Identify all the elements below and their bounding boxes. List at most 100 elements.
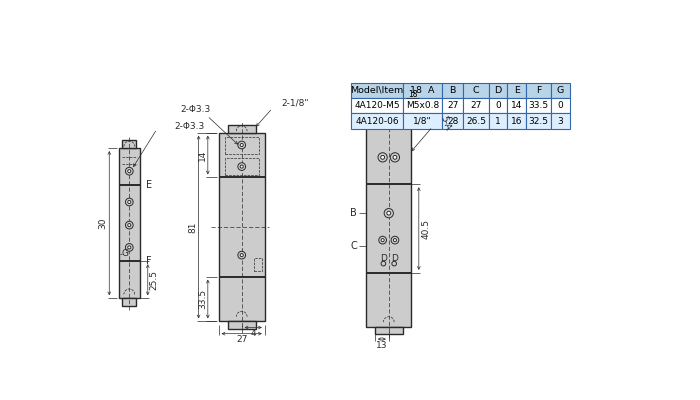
Bar	[375, 327, 402, 334]
Circle shape	[238, 251, 246, 259]
Text: 2-Φ3.3: 2-Φ3.3	[174, 122, 204, 131]
Bar	[552, 98, 570, 114]
Text: M5x0.8: M5x0.8	[406, 101, 440, 110]
Text: 18  A: 18 A	[410, 86, 435, 95]
Text: 0: 0	[495, 101, 501, 110]
Bar	[442, 114, 463, 129]
Bar	[225, 137, 259, 154]
Text: 27: 27	[447, 101, 458, 110]
Circle shape	[240, 144, 244, 146]
Bar	[122, 298, 136, 306]
Bar	[218, 133, 265, 321]
Circle shape	[391, 153, 400, 162]
Bar	[351, 98, 403, 114]
Text: 27: 27	[470, 101, 482, 110]
Bar	[375, 115, 402, 123]
Bar	[489, 114, 508, 129]
Text: 30: 30	[99, 218, 108, 229]
Text: D: D	[380, 254, 387, 264]
Text: 13: 13	[376, 341, 388, 350]
Text: D: D	[494, 86, 502, 95]
Text: 25.5: 25.5	[149, 270, 158, 290]
Bar	[351, 83, 403, 98]
Circle shape	[384, 208, 393, 218]
Text: 18: 18	[408, 90, 417, 100]
Text: 32.5: 32.5	[528, 117, 549, 126]
Bar	[552, 83, 570, 98]
Circle shape	[381, 238, 384, 242]
Bar	[442, 98, 463, 114]
Bar	[225, 158, 259, 175]
Bar	[228, 125, 256, 133]
Text: 81: 81	[189, 221, 197, 233]
Bar	[254, 258, 262, 270]
Text: E: E	[146, 180, 153, 190]
Bar	[118, 148, 140, 298]
Circle shape	[238, 163, 246, 170]
Text: 3: 3	[558, 117, 564, 126]
Text: 2-1/8": 2-1/8"	[281, 99, 309, 108]
Circle shape	[127, 246, 131, 249]
Text: 33.5: 33.5	[198, 289, 207, 309]
Circle shape	[125, 167, 133, 175]
Circle shape	[379, 236, 386, 244]
Text: F: F	[536, 86, 541, 95]
Text: G: G	[122, 249, 129, 258]
Text: 1/8": 1/8"	[413, 117, 432, 126]
Bar	[508, 114, 526, 129]
Bar	[403, 83, 442, 98]
Bar	[463, 83, 489, 98]
Text: B: B	[351, 208, 357, 218]
Text: 5-A: 5-A	[438, 114, 452, 131]
Text: 40.5: 40.5	[422, 218, 431, 238]
Text: Model\Item: Model\Item	[351, 86, 404, 95]
Text: G: G	[557, 86, 564, 95]
Text: E: E	[514, 86, 519, 95]
Bar	[351, 114, 403, 129]
Circle shape	[381, 156, 384, 159]
Circle shape	[238, 141, 246, 149]
Text: F: F	[146, 256, 152, 266]
Bar	[463, 98, 489, 114]
Bar	[442, 83, 463, 98]
Circle shape	[391, 236, 399, 244]
Text: 33.5: 33.5	[528, 101, 549, 110]
Text: 1: 1	[495, 117, 501, 126]
Circle shape	[387, 211, 391, 215]
Text: 0: 0	[558, 101, 564, 110]
Bar	[122, 140, 136, 148]
Bar	[228, 321, 256, 329]
Bar	[526, 114, 552, 129]
Bar	[489, 98, 508, 114]
Circle shape	[127, 170, 131, 173]
Bar	[552, 114, 570, 129]
Bar	[463, 114, 489, 129]
Circle shape	[125, 198, 133, 206]
Text: 28: 28	[447, 117, 458, 126]
Text: 4A120-06: 4A120-06	[356, 117, 399, 126]
Bar	[489, 83, 508, 98]
Circle shape	[392, 261, 396, 266]
Text: 14: 14	[198, 149, 207, 161]
Circle shape	[125, 221, 133, 229]
Circle shape	[240, 254, 244, 257]
Circle shape	[127, 224, 131, 227]
Circle shape	[125, 244, 133, 251]
Bar	[403, 114, 442, 129]
Text: C: C	[473, 86, 480, 95]
Text: 26.5: 26.5	[466, 117, 486, 126]
Bar	[526, 83, 552, 98]
Circle shape	[127, 200, 131, 204]
Text: 27: 27	[236, 335, 247, 344]
Bar	[403, 98, 442, 114]
Circle shape	[393, 156, 397, 159]
Circle shape	[381, 261, 386, 266]
Text: 2-Φ3.3: 2-Φ3.3	[181, 105, 211, 114]
Text: B: B	[449, 86, 456, 95]
Text: D: D	[391, 254, 398, 264]
Bar	[367, 123, 411, 327]
Text: 16: 16	[511, 117, 522, 126]
Bar	[526, 98, 552, 114]
Text: 14: 14	[511, 101, 522, 110]
Text: C: C	[351, 241, 357, 251]
